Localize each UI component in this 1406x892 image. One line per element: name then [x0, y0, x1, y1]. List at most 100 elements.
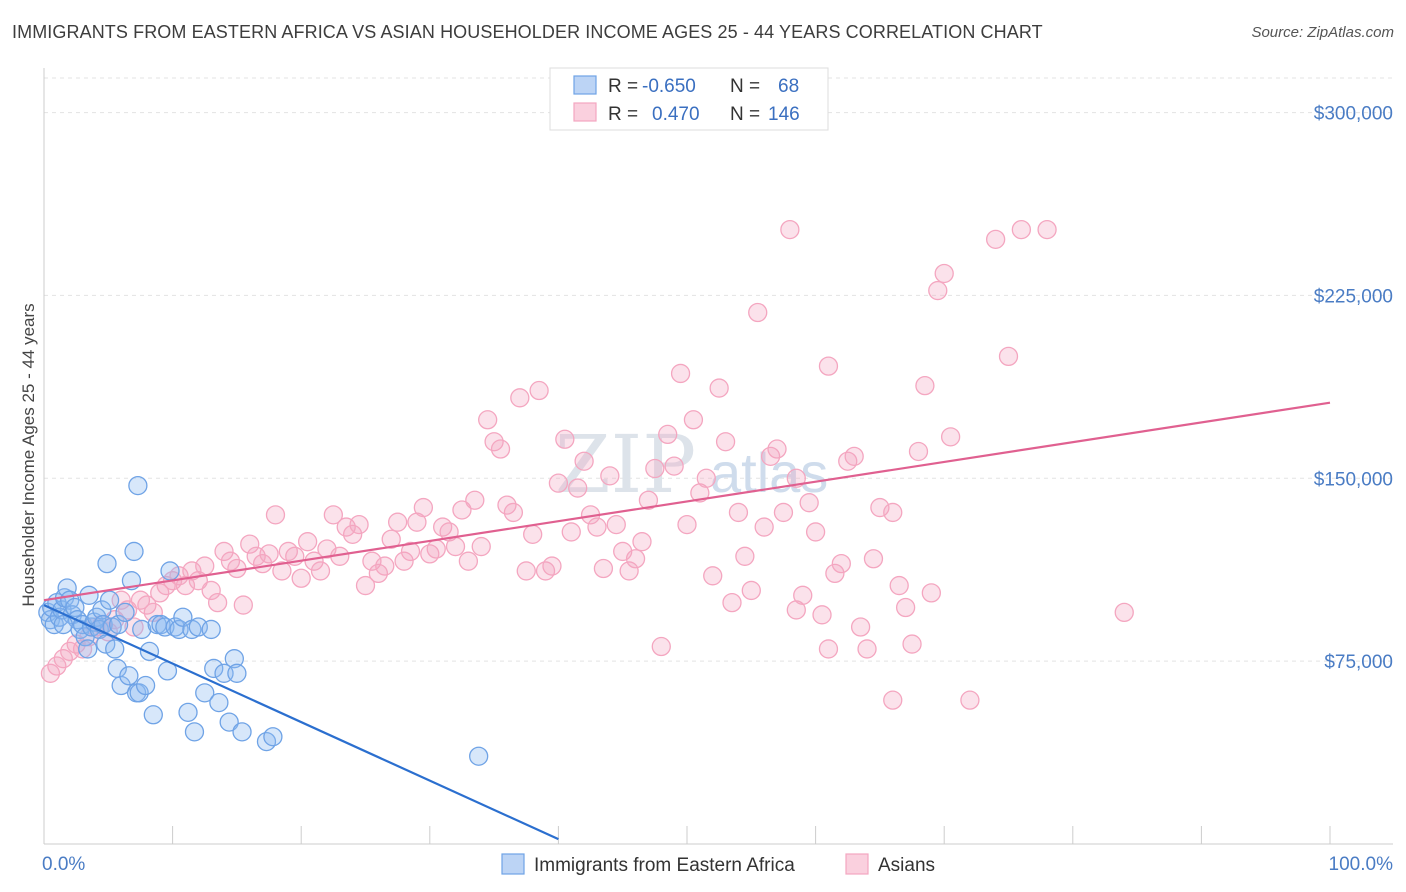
point-asians-147 — [818, 356, 839, 376]
point-asians-24 — [195, 556, 215, 576]
series-eastern-africa-points — [38, 475, 489, 766]
series-asians-points — [40, 219, 1134, 710]
point-eastern-africa-24 — [96, 634, 116, 654]
point-asians-54 — [387, 512, 408, 532]
point-asians-75 — [523, 524, 543, 545]
point-asians-145 — [1114, 602, 1134, 623]
point-asians-70 — [490, 439, 511, 459]
point-asians-13 — [124, 617, 144, 637]
point-asians-15 — [137, 595, 157, 615]
point-asians-139 — [940, 427, 961, 447]
legend-r-label-asians: R = — [608, 104, 638, 125]
point-asians-34 — [259, 544, 279, 564]
point-asians-53 — [381, 529, 401, 549]
y-tick-label-1: $150,000 — [1314, 469, 1393, 490]
point-asians-74 — [516, 561, 536, 581]
point-asians-82 — [568, 478, 588, 498]
point-asians-130 — [883, 502, 903, 523]
point-eastern-africa-32 — [115, 602, 135, 623]
point-asians-64 — [452, 500, 472, 520]
point-eastern-africa-67 — [128, 475, 148, 496]
point-asians-112 — [760, 446, 781, 466]
point-eastern-africa-60 — [224, 649, 244, 669]
point-eastern-africa-40 — [139, 641, 160, 662]
point-eastern-africa-26 — [99, 590, 120, 610]
point-asians-141 — [985, 229, 1006, 250]
point-asians-110 — [748, 302, 768, 323]
trend-line-eastern-africa — [43, 604, 559, 841]
point-eastern-africa-37 — [129, 683, 149, 703]
point-asians-93 — [638, 490, 659, 510]
point-asians-92 — [632, 532, 652, 552]
point-asians-63 — [445, 536, 466, 557]
legend-r-label-eastern-africa: R = — [608, 76, 638, 97]
point-asians-133 — [902, 634, 922, 654]
chart-title: IMMIGRANTS FROM EASTERN AFRICA VS ASIAN … — [12, 22, 1043, 42]
legend-swatch-asians — [573, 102, 597, 122]
point-asians-138 — [934, 263, 954, 284]
point-asians-44 — [323, 505, 344, 525]
axes — [43, 68, 1393, 845]
point-asians-128 — [863, 549, 884, 569]
point-eastern-africa-41 — [143, 705, 163, 725]
point-asians-119 — [805, 522, 826, 542]
point-eastern-africa-31 — [111, 675, 131, 696]
point-asians-30 — [233, 595, 253, 615]
point-asians-103 — [703, 566, 723, 586]
point-asians-132 — [895, 597, 916, 618]
point-asians-47 — [342, 524, 363, 545]
point-eastern-africa-55 — [201, 619, 221, 640]
point-asians-123 — [831, 553, 851, 574]
legend-n-label-asians: N = — [730, 104, 760, 125]
point-eastern-africa-65 — [469, 746, 489, 766]
chart-source: Source: ZipAtlas.com — [1251, 24, 1394, 41]
bottom-legend: Immigrants from Eastern Africa Asians — [501, 853, 935, 876]
point-asians-58 — [413, 497, 434, 518]
point-eastern-africa-57 — [209, 692, 229, 713]
point-asians-117 — [793, 585, 813, 605]
x-tick-label-start: 0.0% — [42, 854, 85, 875]
point-asians-42 — [310, 561, 331, 581]
point-eastern-africa-54 — [195, 683, 215, 703]
point-asians-55 — [394, 551, 414, 571]
point-eastern-africa-52 — [184, 722, 205, 742]
point-asians-143 — [1011, 219, 1032, 240]
point-asians-52 — [375, 556, 395, 576]
point-asians-113 — [767, 439, 787, 459]
point-eastern-africa-56 — [204, 658, 224, 679]
point-eastern-africa-66 — [53, 614, 73, 635]
point-asians-35 — [265, 505, 286, 525]
point-asians-78 — [542, 556, 562, 576]
point-asians-108 — [735, 546, 755, 566]
point-asians-99 — [677, 514, 697, 535]
y-tick-label-0: $75,000 — [1324, 652, 1393, 673]
point-asians-109 — [741, 580, 761, 601]
y-tick-label-3: $300,000 — [1314, 104, 1393, 125]
point-asians-90 — [619, 561, 639, 581]
point-eastern-africa-35 — [124, 541, 144, 562]
point-eastern-africa-61 — [227, 663, 247, 683]
point-asians-16 — [143, 602, 163, 623]
point-asians-136 — [921, 583, 941, 603]
point-asians-60 — [426, 539, 446, 559]
point-asians-1 — [47, 656, 67, 676]
point-asians-76 — [529, 380, 549, 401]
point-asians-100 — [683, 410, 704, 430]
point-asians-91 — [625, 549, 646, 569]
point-eastern-africa-62 — [232, 722, 252, 742]
point-asians-56 — [400, 541, 421, 562]
point-asians-85 — [587, 517, 607, 537]
legend-r-value-asians: 0.470 — [652, 104, 700, 125]
bottom-legend-swatch-asians — [845, 853, 869, 875]
bottom-legend-label-eastern-africa: Immigrants from Eastern Africa — [534, 855, 795, 876]
point-asians-26 — [207, 592, 228, 613]
point-asians-88 — [606, 514, 626, 535]
point-asians-125 — [844, 446, 864, 466]
point-asians-114 — [773, 502, 794, 523]
legend-swatch-eastern-africa — [573, 75, 597, 95]
y-tick-labels: $75,000 $150,000 $225,000 $300,000 — [1314, 104, 1393, 674]
point-asians-67 — [471, 536, 491, 557]
legend-n-value-asians: 146 — [768, 104, 800, 125]
point-asians-121 — [818, 639, 839, 659]
point-asians-86 — [593, 558, 614, 579]
